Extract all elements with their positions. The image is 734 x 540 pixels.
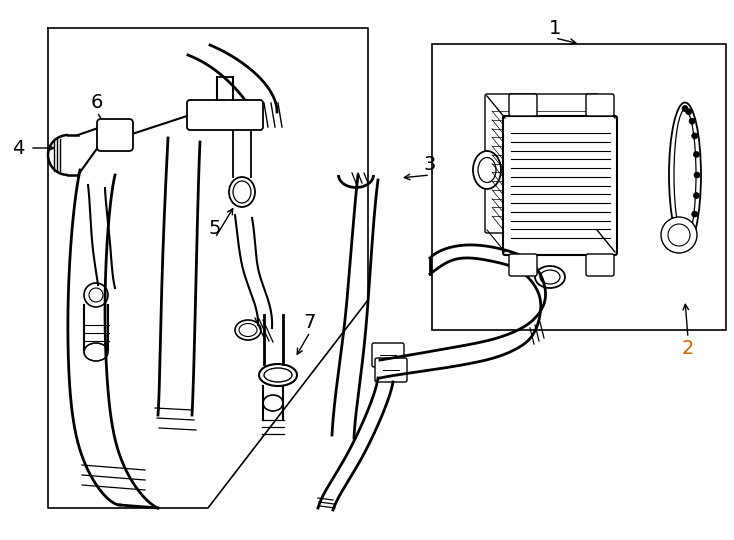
Circle shape [518, 100, 528, 110]
Ellipse shape [263, 395, 283, 411]
Circle shape [689, 118, 695, 124]
FancyBboxPatch shape [586, 94, 614, 116]
Circle shape [691, 211, 698, 217]
Text: 2: 2 [682, 339, 694, 357]
Bar [432, 44, 726, 330]
Ellipse shape [535, 266, 565, 288]
Ellipse shape [259, 364, 297, 386]
Ellipse shape [473, 151, 501, 189]
Circle shape [682, 239, 688, 245]
FancyBboxPatch shape [503, 116, 617, 255]
Circle shape [682, 105, 688, 111]
Circle shape [686, 235, 691, 241]
Text: 4: 4 [12, 138, 24, 158]
Text: 1: 1 [549, 18, 562, 37]
Ellipse shape [229, 177, 255, 207]
FancyBboxPatch shape [187, 100, 263, 130]
Text: 5: 5 [208, 219, 221, 238]
Circle shape [694, 151, 700, 158]
Circle shape [689, 226, 695, 232]
FancyBboxPatch shape [509, 254, 537, 276]
Circle shape [694, 172, 700, 178]
FancyBboxPatch shape [586, 254, 614, 276]
Circle shape [603, 136, 611, 144]
Ellipse shape [84, 343, 108, 361]
FancyBboxPatch shape [375, 358, 407, 382]
Circle shape [691, 133, 698, 139]
Circle shape [603, 181, 611, 189]
Ellipse shape [669, 103, 701, 247]
Circle shape [694, 193, 700, 199]
Text: 3: 3 [424, 156, 436, 174]
Text: 7: 7 [304, 313, 316, 332]
Ellipse shape [235, 320, 261, 340]
Circle shape [595, 100, 605, 110]
Circle shape [595, 260, 605, 270]
Circle shape [84, 283, 108, 307]
Circle shape [661, 217, 697, 253]
FancyBboxPatch shape [97, 119, 133, 151]
Text: 6: 6 [91, 92, 103, 111]
Circle shape [686, 109, 691, 115]
FancyBboxPatch shape [509, 94, 537, 116]
FancyBboxPatch shape [372, 343, 404, 367]
Circle shape [518, 260, 528, 270]
Circle shape [603, 226, 611, 234]
